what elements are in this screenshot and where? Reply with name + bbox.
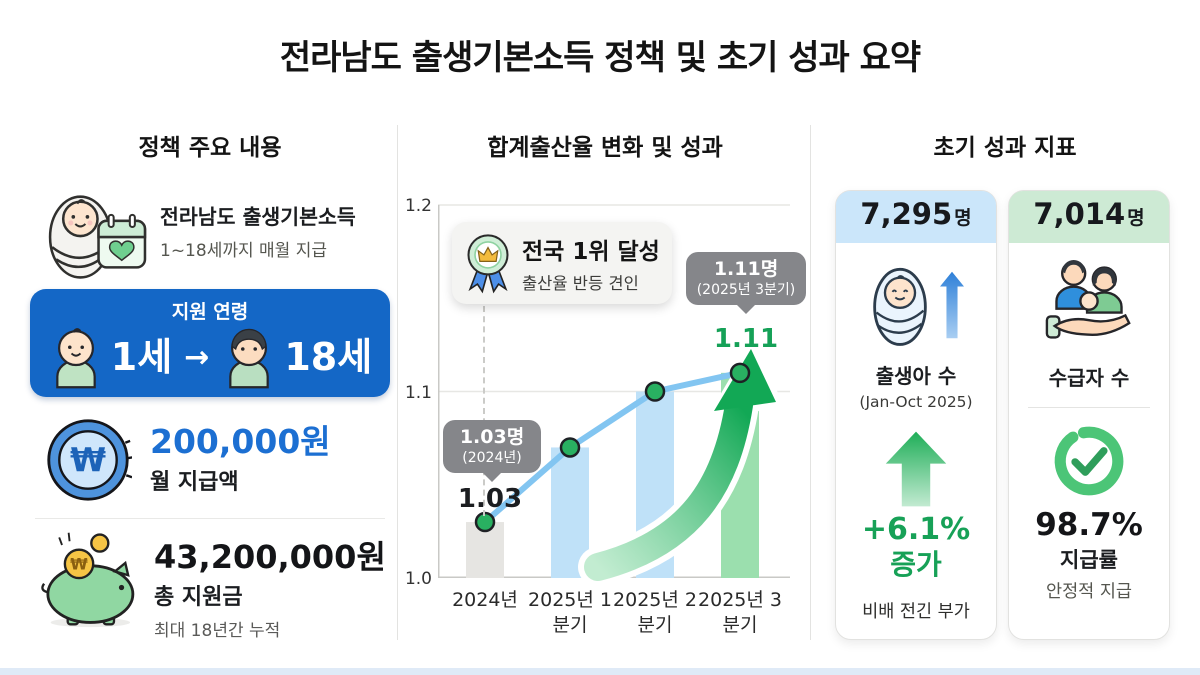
svg-text:₩: ₩ [70,441,106,479]
y-tick-bottom: 1.0 [404,569,432,589]
column-divider-right [810,125,811,640]
badge-text: 전국 1위 달성 출산율 반등 견인 [522,232,660,294]
births-note: 비배 전긴 부가 [862,602,970,622]
births-change-word: 증가 [890,547,942,581]
badge-title: 전국 1위 달성 [522,239,660,265]
total-amount: 43,200,000원 [154,538,386,576]
x-label-2025q1: 2025년 1분기 [528,589,612,636]
metrics-header: 초기 성과 지표 [933,135,1077,161]
policy-header: 정책 주요 내용 [138,135,282,161]
section-divider [35,518,385,519]
recipients-card-header: 7,014 명 [1009,191,1169,243]
births-card-header: 7,295 명 [836,191,996,243]
callout-2025q3-period: (2025년 3분기) [696,281,796,298]
bottom-accent-bar [0,668,1200,675]
arrow-right-icon: → [184,339,210,375]
total-amount-item: ₩ 43,200,000원 총 지원금 최대 18년간 누적 [32,528,386,641]
payment-note: 안정적 지급 [1045,582,1133,603]
births-unit: 명 [954,207,972,229]
x-label-2025q2: 2025년 2분기 [613,589,697,636]
baby-calendar-icon [48,195,147,279]
baby-face-icon [56,328,96,389]
x-label-2025q3: 2025년 3분기 [698,589,782,636]
family-icon [1045,259,1131,339]
svg-text:₩: ₩ [70,555,88,574]
age-box-header: 지원 연령 [171,301,249,323]
births-label: 출생아 수 [875,364,957,388]
age-from: 1세 [110,335,173,379]
age-to: 18세 [284,335,373,379]
recipients-unit: 명 [1127,207,1145,229]
program-name: 전라남도 출생기본소득 [160,204,356,229]
births-card: 7,295 명 [835,190,997,640]
up-arrow-blue-icon [939,271,964,339]
callout-2025q3: 1.11명 (2025년 3분기) [686,252,806,305]
callout-2024-period: (2024년) [462,449,522,466]
badge-subtitle: 출산율 반등 견인 [522,274,639,293]
card-divider [1028,407,1150,408]
monthly-label: 월 지급액 [150,470,239,496]
births-change: +6.1% [861,512,971,547]
payment-rate: 98.7% [1035,507,1143,543]
up-arrow-green-icon [885,431,947,507]
rank-badge: 전국 1위 달성 출산율 반등 견인 [452,222,672,304]
piggy-bank-icon: ₩ [41,532,135,628]
total-text: 43,200,000원 총 지원금 최대 18년간 누적 [154,528,386,641]
recipients-value: 7,014 [1033,197,1126,231]
dashed-connector [483,306,485,516]
monthly-amount: 200,000원 [150,421,331,461]
column-divider-left [397,125,398,640]
total-label: 총 지원금 [154,585,243,611]
monthly-text: 200,000원 월 지급액 [150,421,331,496]
callout-2024-value: 1.03명 [459,426,525,448]
y-tick-mid: 1.1 [404,383,432,403]
point-label-start: 1.03 [457,484,523,514]
check-circle-icon [1054,426,1124,496]
page-title: 전라남도 출생기본소득 정책 및 초기 성과 요약 [279,38,921,78]
payment-rate-label: 지급률 [1060,548,1118,573]
callout-2025q3-value: 1.11명 [713,258,779,280]
adult-icon [229,328,270,389]
births-value: 7,295 [860,197,953,231]
x-label-2024: 2024년 [452,589,518,611]
recipients-card: 7,014 명 수급자 수 98.7% 지급률 안정적 [1008,190,1170,640]
program-item: 전라남도 출생기본소득 1~18세까지 매월 지급 [42,172,390,288]
swaddled-baby-icon [872,267,927,346]
program-text: 전라남도 출생기본소득 1~18세까지 매월 지급 [160,200,356,261]
y-tick-top: 1.2 [404,196,432,216]
line-layer [474,362,751,533]
chart-header: 합계출산율 변화 및 성과 [487,135,723,161]
coin-icon: ₩ [47,419,132,501]
fertility-chart [438,204,790,587]
age-range-box: 지원 연령 1세 → 18세 [30,289,390,397]
age-row: 1세 → 18세 [30,325,390,389]
monthly-amount-item: ₩ 200,000원 월 지급액 [44,416,331,504]
births-period: (Jan-Oct 2025) [859,393,973,411]
program-desc: 1~18세까지 매월 지급 [160,240,327,261]
total-note: 최대 18년간 누적 [154,621,281,642]
rosette-icon [467,234,509,294]
point-label-end: 1.11 [713,324,779,354]
callout-2024: 1.03명 (2024년) [443,420,541,473]
recipients-label: 수급자 수 [1048,366,1130,390]
births-icon-row [869,263,964,347]
